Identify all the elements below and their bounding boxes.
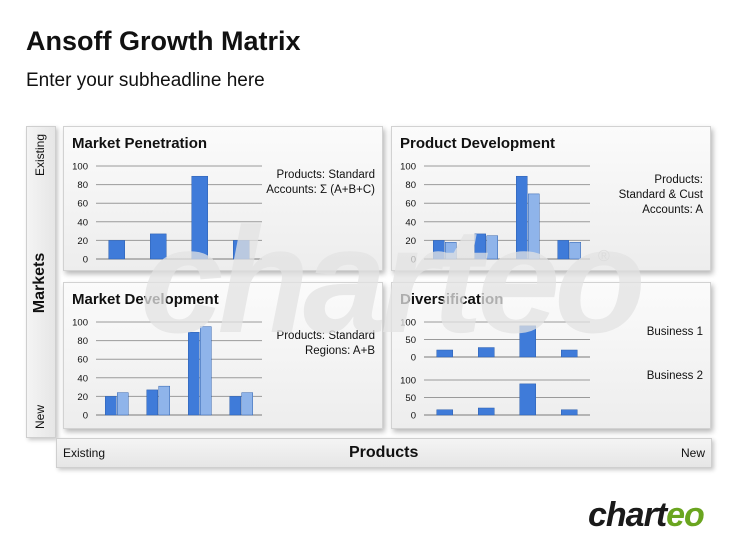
bar xyxy=(557,240,569,260)
market-development-panel: Market Development Products: Standard Re… xyxy=(63,282,383,429)
markets-existing-label: Existing xyxy=(33,133,47,177)
bar xyxy=(478,407,495,416)
note-line: Products: Standard xyxy=(276,330,375,342)
y-tick-label: 0 xyxy=(83,255,88,266)
bar xyxy=(117,392,129,416)
note-line: Accounts: A xyxy=(642,204,703,216)
page-subtitle: Enter your subheadline here xyxy=(26,70,265,91)
charteo-logo: charteo xyxy=(588,496,705,535)
page-title: Ansoff Growth Matrix xyxy=(26,26,301,56)
y-tick-label: 100 xyxy=(400,376,416,387)
bar xyxy=(528,193,540,260)
bar xyxy=(158,385,170,416)
y-tick-label: 40 xyxy=(405,217,416,228)
diversification-business-2-chart: 0 50 100 xyxy=(400,376,590,422)
y-tick-label: 40 xyxy=(77,217,88,228)
bar xyxy=(519,325,536,358)
note-line: Products: xyxy=(654,174,703,186)
diversification-panel: Diversification Business 1 Business 2 0 5… xyxy=(391,282,711,429)
markets-axis-bar: Existing Markets New xyxy=(26,126,56,438)
bar xyxy=(436,409,453,416)
y-tick-label: 50 xyxy=(405,393,416,404)
market-penetration-panel: Market Penetration Products: Standard Ac… xyxy=(63,126,383,271)
y-tick-label: 50 xyxy=(405,335,416,346)
bar xyxy=(188,331,200,416)
panel-title: Diversification xyxy=(400,291,504,308)
panel-title: Market Development xyxy=(72,291,219,308)
y-tick-label: 60 xyxy=(77,355,88,366)
registered-mark: ® xyxy=(598,248,610,265)
bar xyxy=(108,240,125,260)
products-axis-bar: Existing Products New xyxy=(56,438,712,468)
market-development-chart: 0 20 40 60 80 100 xyxy=(72,318,262,422)
bar xyxy=(146,389,158,416)
y-tick-label: 20 xyxy=(77,392,88,403)
y-tick-label: 0 xyxy=(411,353,416,364)
markets-new-label: New xyxy=(33,405,47,430)
logo-main-text: chart xyxy=(588,496,667,534)
product-development-panel: Product Development Products: Standard &… xyxy=(391,126,711,271)
y-tick-label: 100 xyxy=(72,162,88,173)
panel-note: Products: Standard Regions: A+B xyxy=(277,329,375,359)
bar xyxy=(486,235,498,260)
note-line: Accounts: Σ (A+B+C) xyxy=(266,184,375,196)
y-tick-label: 80 xyxy=(405,180,416,191)
bar xyxy=(478,347,495,358)
panel-title: Product Development xyxy=(400,135,556,152)
y-tick-label: 40 xyxy=(77,373,88,384)
y-tick-label: 0 xyxy=(411,255,416,266)
market-penetration-chart: 0 20 40 60 80 100 xyxy=(72,162,262,266)
product-development-chart: 0 20 40 60 80 100 xyxy=(400,162,590,266)
business-1-label: Business 1 xyxy=(646,326,703,338)
y-tick-label: 100 xyxy=(72,318,88,329)
logo-accent-text: eo xyxy=(666,496,705,534)
y-tick-label: 60 xyxy=(405,199,416,210)
note-line: Regions: A+B xyxy=(304,345,375,357)
y-tick-label: 0 xyxy=(411,411,416,422)
y-tick-label: 80 xyxy=(77,336,88,347)
business-2-label: Business 2 xyxy=(646,370,703,382)
bar xyxy=(229,396,241,416)
bar xyxy=(445,242,457,260)
bar xyxy=(561,349,578,358)
y-tick-label: 100 xyxy=(400,318,416,329)
bar xyxy=(433,240,445,260)
bar xyxy=(516,175,528,260)
y-tick-label: 0 xyxy=(83,411,88,422)
markets-axis-label: Markets xyxy=(31,252,48,314)
panel-note: Products: Standard Accounts: Σ (A+B+C) xyxy=(266,168,375,198)
charteo-watermark: charteo xyxy=(140,196,646,364)
bar xyxy=(150,233,167,260)
bar xyxy=(519,383,536,416)
y-tick-label: 60 xyxy=(77,199,88,210)
panel-title: Market Penetration xyxy=(72,135,208,152)
products-existing-label: Existing xyxy=(63,446,106,460)
panel-note: Products: Standard & Cust Accounts: A xyxy=(619,173,703,218)
y-tick-label: 80 xyxy=(77,180,88,191)
y-tick-label: 20 xyxy=(77,236,88,247)
diversification-business-1-chart: 0 50 100 xyxy=(400,318,590,364)
bar xyxy=(200,326,212,416)
bar xyxy=(233,240,250,260)
products-axis-label: Products xyxy=(349,444,419,461)
bar xyxy=(241,392,253,416)
y-tick-label: 20 xyxy=(405,236,416,247)
note-line: Products: Standard xyxy=(276,169,375,181)
bar xyxy=(569,242,581,260)
bar xyxy=(191,175,208,260)
bar xyxy=(436,349,453,358)
bar xyxy=(474,233,486,260)
note-line: Standard & Cust xyxy=(618,189,703,201)
bar xyxy=(561,409,578,416)
products-new-label: New xyxy=(680,446,705,460)
y-tick-label: 100 xyxy=(400,162,416,173)
bar xyxy=(105,396,117,416)
